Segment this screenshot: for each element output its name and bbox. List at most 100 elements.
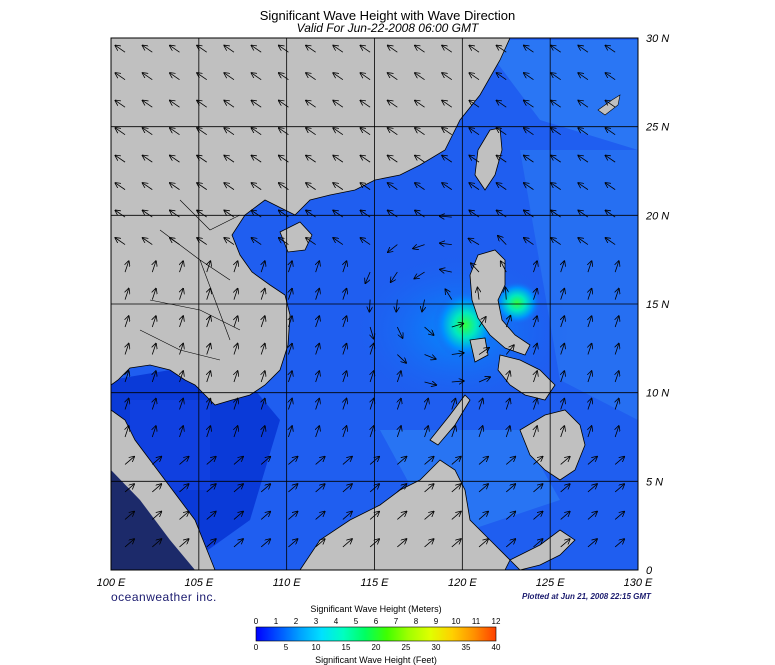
wave-direction-arrow — [452, 426, 456, 438]
wave-direction-arrow — [397, 354, 406, 363]
wave-direction-arrow — [288, 484, 297, 493]
legend-tick-feet: 5 — [284, 643, 289, 652]
legend-title-feet: Significant Wave Height (Feet) — [315, 655, 437, 665]
wave-direction-arrow — [342, 484, 352, 493]
wave-direction-arrow — [115, 128, 126, 135]
wave-direction-arrow — [115, 156, 126, 163]
wave-direction-arrow — [316, 261, 320, 273]
wave-direction-arrow — [388, 128, 398, 135]
wave-direction-arrow — [233, 457, 243, 465]
wave-direction-arrow — [478, 377, 490, 383]
legend-tick-feet: 30 — [432, 643, 441, 652]
legend-tick-feet: 25 — [402, 643, 411, 652]
wave-direction-arrow — [560, 539, 570, 548]
wave-direction-arrow — [306, 156, 316, 163]
lat-label: 25 N — [645, 122, 669, 134]
wave-direction-arrow — [207, 316, 211, 328]
wave-direction-arrow — [396, 326, 402, 338]
wave-direction-arrow — [260, 539, 270, 548]
wave-direction-arrow — [261, 261, 265, 273]
wave-direction-arrow — [365, 271, 371, 283]
wave-direction-arrow — [560, 512, 570, 520]
wave-direction-arrow — [442, 183, 453, 190]
wave-direction-arrow — [415, 73, 425, 81]
wave-direction-arrow — [333, 238, 344, 245]
lon-label: 100 E — [97, 577, 126, 589]
wave-direction-arrow — [388, 211, 398, 218]
wave-direction-arrow — [415, 128, 425, 135]
wave-direction-arrow — [469, 183, 480, 190]
wave-direction-arrow — [370, 399, 374, 410]
wave-direction-arrow — [413, 245, 425, 249]
wave-direction-arrow — [578, 46, 589, 53]
wave-direction-arrow — [615, 426, 619, 438]
wave-direction-arrow — [115, 211, 126, 218]
map-subtitle: Valid For Jun-22-2008 06:00 GMT — [296, 21, 479, 35]
country-borders — [139, 199, 241, 361]
land-palawan — [429, 394, 471, 446]
wave-direction-arrow — [578, 128, 589, 135]
wave-direction-arrow — [252, 238, 262, 245]
wave-direction-arrow — [388, 46, 398, 53]
wave-direction-arrow — [587, 539, 597, 548]
wave-direction-arrow — [388, 101, 398, 108]
wave-direction-arrow — [234, 316, 238, 328]
wave-direction-arrow — [478, 484, 488, 493]
wave-direction-arrow — [524, 238, 534, 245]
wave-direction-arrow — [143, 211, 153, 218]
wave-direction-arrow — [424, 484, 434, 493]
wave-direction-arrow — [469, 73, 480, 81]
wave-direction-arrow — [533, 371, 537, 383]
wave-direction-arrow — [614, 539, 624, 548]
wave-direction-arrow — [124, 512, 134, 520]
wave-direction-arrow — [152, 512, 161, 520]
wave-direction-arrow — [306, 238, 316, 245]
wave-direction-arrow — [343, 371, 347, 383]
wave-direction-arrow — [501, 261, 507, 273]
wave-direction-arrow — [207, 289, 211, 300]
wave-direction-arrow — [425, 426, 429, 438]
wave-direction-arrow — [505, 316, 510, 328]
legend-tick-meters: 12 — [492, 617, 501, 626]
wave-direction-arrow — [469, 239, 480, 245]
wave-direction-arrow — [288, 344, 292, 355]
wave-direction-arrow — [170, 46, 180, 53]
wave-direction-arrow — [370, 426, 374, 438]
wave-direction-arrows — [115, 46, 624, 548]
wave-direction-arrow — [342, 539, 352, 548]
wave-direction-arrow — [397, 539, 406, 548]
wave-direction-arrow — [361, 101, 371, 108]
wave-direction-arrow — [252, 101, 262, 108]
wave-direction-arrow — [478, 539, 488, 548]
wave-direction-arrow — [396, 299, 397, 312]
wave-direction-arrow — [551, 183, 561, 190]
wave-direction-arrow — [180, 426, 184, 438]
wave-direction-arrow — [233, 512, 243, 520]
lat-label: 10 N — [646, 388, 669, 400]
wave-direction-arrow — [397, 399, 401, 410]
wave-direction-arrow — [397, 512, 406, 520]
wave-direction-arrow — [560, 457, 570, 465]
wave-direction-arrow — [606, 238, 616, 245]
wave-direction-arrow — [288, 289, 292, 300]
wave-direction-arrow — [333, 101, 344, 108]
wave-direction-arrow — [343, 261, 347, 273]
wave-direction-arrow — [180, 344, 184, 355]
land-mainland-asia — [111, 38, 511, 406]
wave-direction-arrow — [152, 289, 156, 300]
legend-tick-meters: 3 — [314, 617, 319, 626]
wave-direction-arrow — [615, 316, 619, 328]
wave-direction-arrow — [370, 326, 374, 338]
wave-direction-arrow — [606, 73, 616, 81]
wave-direction-arrow — [316, 289, 320, 300]
longitude-labels: 100 E 105 E 110 E 115 E 120 E 125 E 130 E — [97, 577, 653, 589]
wave-direction-arrow — [234, 399, 238, 410]
wave-direction-arrow — [606, 183, 616, 190]
wave-direction-arrow — [361, 73, 371, 81]
wave-direction-arrow — [478, 348, 489, 355]
wave-direction-arrow — [424, 539, 434, 548]
legend-tick-meters: 5 — [354, 617, 359, 626]
wave-direction-arrow — [614, 512, 624, 520]
wave-direction-arrow — [451, 457, 461, 465]
